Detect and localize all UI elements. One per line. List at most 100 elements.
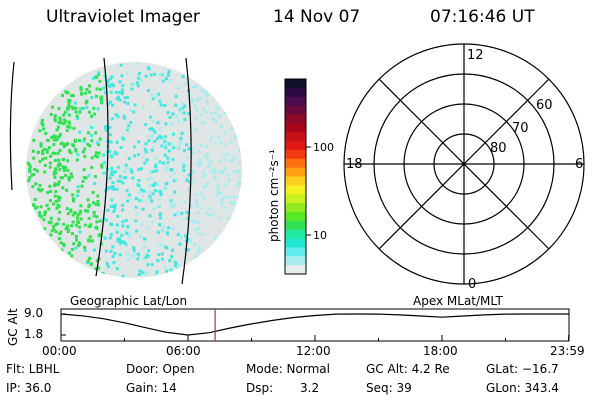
- emission-speckle: [65, 128, 69, 132]
- emission-speckle: [163, 265, 167, 269]
- emission-speckle: [213, 236, 217, 240]
- emission-speckle: [56, 164, 60, 168]
- emission-speckle: [163, 187, 166, 190]
- emission-speckle: [114, 113, 118, 117]
- emission-speckle: [214, 142, 218, 146]
- emission-speckle: [199, 158, 202, 162]
- emission-speckle: [97, 151, 101, 155]
- emission-speckle: [161, 228, 165, 232]
- emission-speckle: [66, 224, 70, 228]
- emission-speckle: [92, 76, 95, 80]
- emission-speckle: [161, 79, 165, 83]
- emission-speckle: [53, 175, 57, 179]
- emission-speckle: [144, 272, 148, 276]
- emission-speckle: [82, 139, 86, 143]
- emission-speckle: [137, 179, 141, 182]
- emission-speckle: [78, 243, 82, 247]
- emission-speckle: [113, 251, 117, 255]
- emission-speckle: [103, 91, 107, 95]
- colorbar-swatches: [285, 79, 306, 275]
- emission-speckle: [161, 161, 165, 165]
- glat-readout: GLat: −16.7: [486, 362, 559, 376]
- emission-speckle: [134, 219, 138, 223]
- emission-speckle: [186, 237, 190, 241]
- emission-speckle: [204, 144, 208, 148]
- emission-speckle: [72, 199, 76, 203]
- emission-speckle: [192, 179, 196, 183]
- emission-speckle: [209, 134, 213, 138]
- orbit-panel: [60, 308, 570, 342]
- emission-speckle: [110, 170, 114, 174]
- emission-speckle: [126, 257, 130, 261]
- emission-speckle: [53, 117, 57, 121]
- dsp-label: Dsp:: [246, 381, 274, 395]
- emission-speckle: [156, 183, 160, 187]
- emission-speckle: [205, 111, 208, 114]
- emission-speckle: [199, 143, 203, 147]
- emission-speckle: [155, 156, 159, 160]
- emission-speckle: [58, 116, 62, 120]
- emission-speckle: [28, 168, 31, 171]
- emission-speckle: [188, 180, 191, 184]
- emission-speckle: [223, 183, 227, 187]
- emission-speckle: [121, 181, 125, 185]
- emission-speckle: [80, 107, 84, 111]
- emission-speckle: [187, 147, 191, 151]
- emission-speckle: [165, 181, 169, 185]
- emission-speckle: [42, 127, 46, 131]
- emission-speckle: [121, 224, 125, 228]
- emission-speckle: [181, 101, 185, 105]
- emission-speckle: [217, 216, 221, 220]
- emission-speckle: [108, 77, 112, 81]
- emission-speckle: [177, 120, 181, 124]
- emission-speckle: [79, 217, 83, 221]
- emission-speckle: [41, 157, 45, 161]
- emission-speckle: [207, 164, 211, 168]
- emission-speckle: [126, 126, 130, 130]
- emission-speckle: [32, 173, 36, 176]
- emission-speckle: [144, 150, 148, 154]
- emission-speckle: [56, 151, 60, 155]
- emission-speckle: [209, 160, 213, 164]
- emission-speckle: [138, 190, 142, 194]
- emission-speckle: [106, 186, 110, 190]
- emission-speckle: [90, 96, 94, 99]
- emission-speckle: [213, 111, 217, 115]
- emission-speckle: [164, 143, 168, 147]
- emission-speckle: [124, 219, 128, 222]
- emission-speckle: [84, 101, 88, 105]
- emission-speckle: [82, 176, 86, 180]
- emission-speckle: [127, 124, 131, 128]
- gain-readout: Gain: 14: [126, 381, 177, 395]
- emission-speckle: [56, 183, 60, 186]
- emission-speckle: [123, 116, 127, 120]
- emission-speckle: [80, 184, 84, 188]
- emission-speckle: [187, 187, 191, 191]
- emission-speckle: [110, 155, 114, 159]
- emission-speckle: [123, 96, 127, 100]
- emission-speckle: [38, 183, 42, 187]
- emission-speckle: [39, 142, 43, 146]
- emission-speckle: [87, 224, 91, 228]
- emission-speckle: [223, 167, 227, 170]
- emission-speckle: [118, 80, 122, 84]
- emission-speckle: [199, 113, 203, 117]
- orbit-y-tick-label-9: 9.0: [24, 306, 44, 320]
- emission-speckle: [90, 114, 93, 118]
- emission-speckle: [76, 213, 80, 217]
- emission-speckle: [190, 220, 194, 224]
- emission-speckle: [43, 170, 47, 174]
- emission-speckle: [53, 159, 57, 162]
- emission-speckle: [116, 95, 120, 99]
- emission-speckle: [157, 275, 161, 278]
- emission-speckle: [126, 70, 130, 74]
- emission-speckle: [194, 193, 198, 197]
- emission-speckle: [136, 257, 140, 261]
- emission-speckle: [111, 185, 115, 189]
- emission-speckle: [137, 168, 141, 172]
- emission-speckle: [183, 149, 186, 152]
- emission-speckle: [166, 160, 170, 164]
- emission-speckle: [53, 182, 57, 186]
- emission-speckle: [41, 152, 45, 156]
- emission-speckle: [120, 74, 124, 78]
